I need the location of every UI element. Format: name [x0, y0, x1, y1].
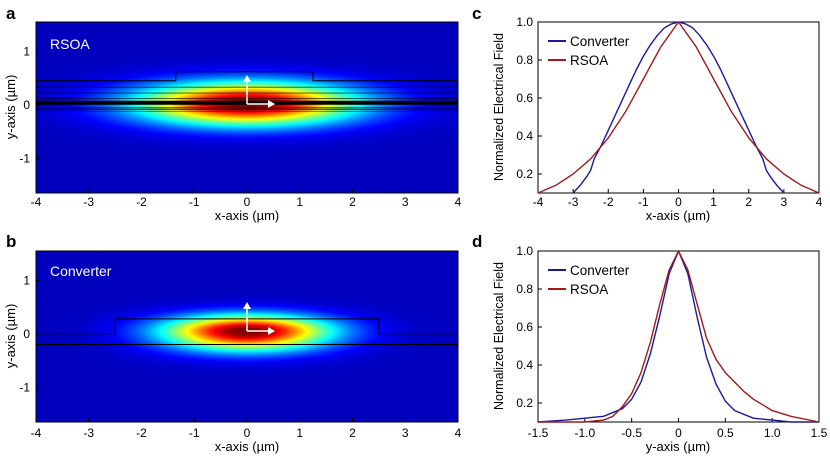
series-lines: [537, 21, 820, 194]
heatmap-area: RSOA: [35, 22, 459, 193]
x-tick-label: 1: [710, 195, 717, 209]
y-tick-label: 0: [23, 98, 30, 112]
waveguide-outline: [35, 71, 459, 110]
field-map-converter: [36, 251, 458, 422]
x-tick-label: -2: [136, 426, 147, 440]
x-tick-label: 0: [244, 195, 251, 209]
x-tick-labels: -4 -3 -2 -1 0 1 2 3 4: [31, 189, 462, 209]
x-axis-label: x-axis (µm): [215, 439, 280, 454]
heatmap-panel-converter: Converter -4 -3 -2 -1 0 1 2 3 4 1 0 -1 x-axis (µm)…: [3, 250, 462, 454]
y-axis-label: y-axis (µm): [3, 304, 18, 369]
x-tick-label: -0.5: [621, 426, 642, 440]
x-tick-label: 3: [781, 195, 788, 209]
y-axis-label: y-axis (µm): [3, 75, 18, 140]
x-tick-label: -4: [31, 195, 42, 209]
x-axis-label: x-axis (µm): [215, 208, 280, 223]
legend-label-converter: Converter: [570, 34, 630, 49]
x-tick-label: 3: [402, 426, 409, 440]
x-tick-label: 1: [296, 426, 303, 440]
x-tick-label: -3: [83, 195, 94, 209]
x-tick-label: 0.5: [717, 426, 734, 440]
line-chart-panel-d: -1.5 -1.0 -0.5 0 0.5 1.0 1.5 0.2 0.4 0.6 0.8 1.0 Co…: [492, 244, 828, 454]
waveguide-outline: [35, 318, 459, 345]
legend: Converter RSOA: [548, 34, 630, 68]
y-tick-label: 0.4: [516, 358, 533, 372]
y-tick-label: 1.0: [516, 15, 533, 29]
x-tick-label: 4: [816, 195, 823, 209]
line-chart-panel-c: -4 -3 -2 -1 0 1 2 3 4 0.2 0.4 0.6 0.8 1.0 Converter R…: [492, 15, 823, 223]
y-tick-label: 0.4: [516, 129, 533, 143]
x-tick-label: 0: [675, 195, 682, 209]
y-axis-label: Normalized Electrical Field: [492, 33, 506, 181]
plot-frame: [537, 250, 820, 423]
x-tick-label: 3: [402, 195, 409, 209]
legend: Converter RSOA: [548, 263, 630, 297]
x-tick-label: 0: [244, 426, 251, 440]
heatmap-title-label: Converter: [50, 263, 112, 279]
x-tick-label: -1: [189, 426, 200, 440]
panel-letter-a: a: [6, 4, 16, 23]
x-tick-label: 2: [349, 195, 356, 209]
y-tick-label: 1.0: [516, 244, 533, 258]
heatmap-canvas-holder: [36, 251, 458, 422]
y-tick-label: -1: [19, 151, 30, 165]
y-tick-label: 0.6: [516, 320, 533, 334]
x-tick-label: 4: [455, 426, 462, 440]
y-tick-label: 0.2: [516, 167, 533, 181]
series-lines: [537, 250, 820, 423]
series-line-rsoa: [537, 21, 820, 194]
x-tick-label: -4: [533, 195, 544, 209]
x-tick-label: -2: [136, 195, 147, 209]
y-tick-label: 1: [23, 273, 30, 287]
x-tick-label: 1.5: [811, 426, 828, 440]
heatmap-title-label: RSOA: [50, 36, 90, 52]
y-tick-label: 1: [23, 44, 30, 58]
legend-label-converter: Converter: [570, 263, 630, 278]
y-tick-label: 0: [23, 327, 30, 341]
x-tick-label: 1.0: [764, 426, 781, 440]
x-tick-label: -1: [638, 195, 649, 209]
x-tick-label: 4: [455, 195, 462, 209]
y-tick-labels: 1 0 -1: [19, 273, 40, 394]
panel-letter-c: c: [472, 4, 481, 23]
x-tick-label: 0: [675, 426, 682, 440]
y-tick-label: 0.8: [516, 282, 533, 296]
x-tick-label: -1.0: [574, 426, 595, 440]
y-tick-label: 0.2: [516, 396, 533, 410]
heatmap-panel-rsoa: RSOA -4 -3 -2 -1 0 1 2 3 4 1 0 -1 x-axis (µm) y-ax…: [3, 21, 462, 223]
x-tick-label: -4: [31, 426, 42, 440]
y-tick-label: -1: [19, 380, 30, 394]
x-tick-label: 2: [745, 195, 752, 209]
x-tick-label: 2: [349, 426, 356, 440]
waveguide-outline-converter: [35, 318, 459, 345]
y-axis-label: Normalized Electrical Field: [492, 262, 506, 410]
legend-label-rsoa: RSOA: [570, 53, 608, 68]
heatmap-area: Converter: [35, 251, 459, 422]
x-tick-labels: -4 -3 -2 -1 0 1 2 3 4: [31, 418, 462, 440]
y-tick-label: 0.6: [516, 91, 533, 105]
y-tick-label: 0.8: [516, 53, 533, 67]
x-tick-label: -3: [568, 195, 579, 209]
x-tick-label: -1: [189, 195, 200, 209]
x-tick-label: -1.5: [528, 426, 549, 440]
panel-letter-d: d: [472, 232, 482, 251]
x-tick-label: 1: [296, 195, 303, 209]
y-tick-labels: 1 0 -1: [19, 44, 40, 165]
legend-label-rsoa: RSOA: [570, 282, 608, 297]
series-line-rsoa: [538, 250, 820, 423]
x-axis-label: x-axis (µm): [646, 208, 711, 223]
axis-ticks: -4 -3 -2 -1 0 1 2 3 4 0.2 0.4 0.6 0.8 1.0: [516, 15, 822, 209]
x-tick-label: -2: [603, 195, 614, 209]
x-tick-label: -3: [83, 426, 94, 440]
axis-ticks: -1.5 -1.0 -0.5 0 0.5 1.0 1.5 0.2 0.4 0.6 0.8 1.0: [516, 244, 827, 440]
x-axis-label: y-axis (µm): [646, 439, 711, 454]
panel-letter-b: b: [6, 232, 16, 251]
